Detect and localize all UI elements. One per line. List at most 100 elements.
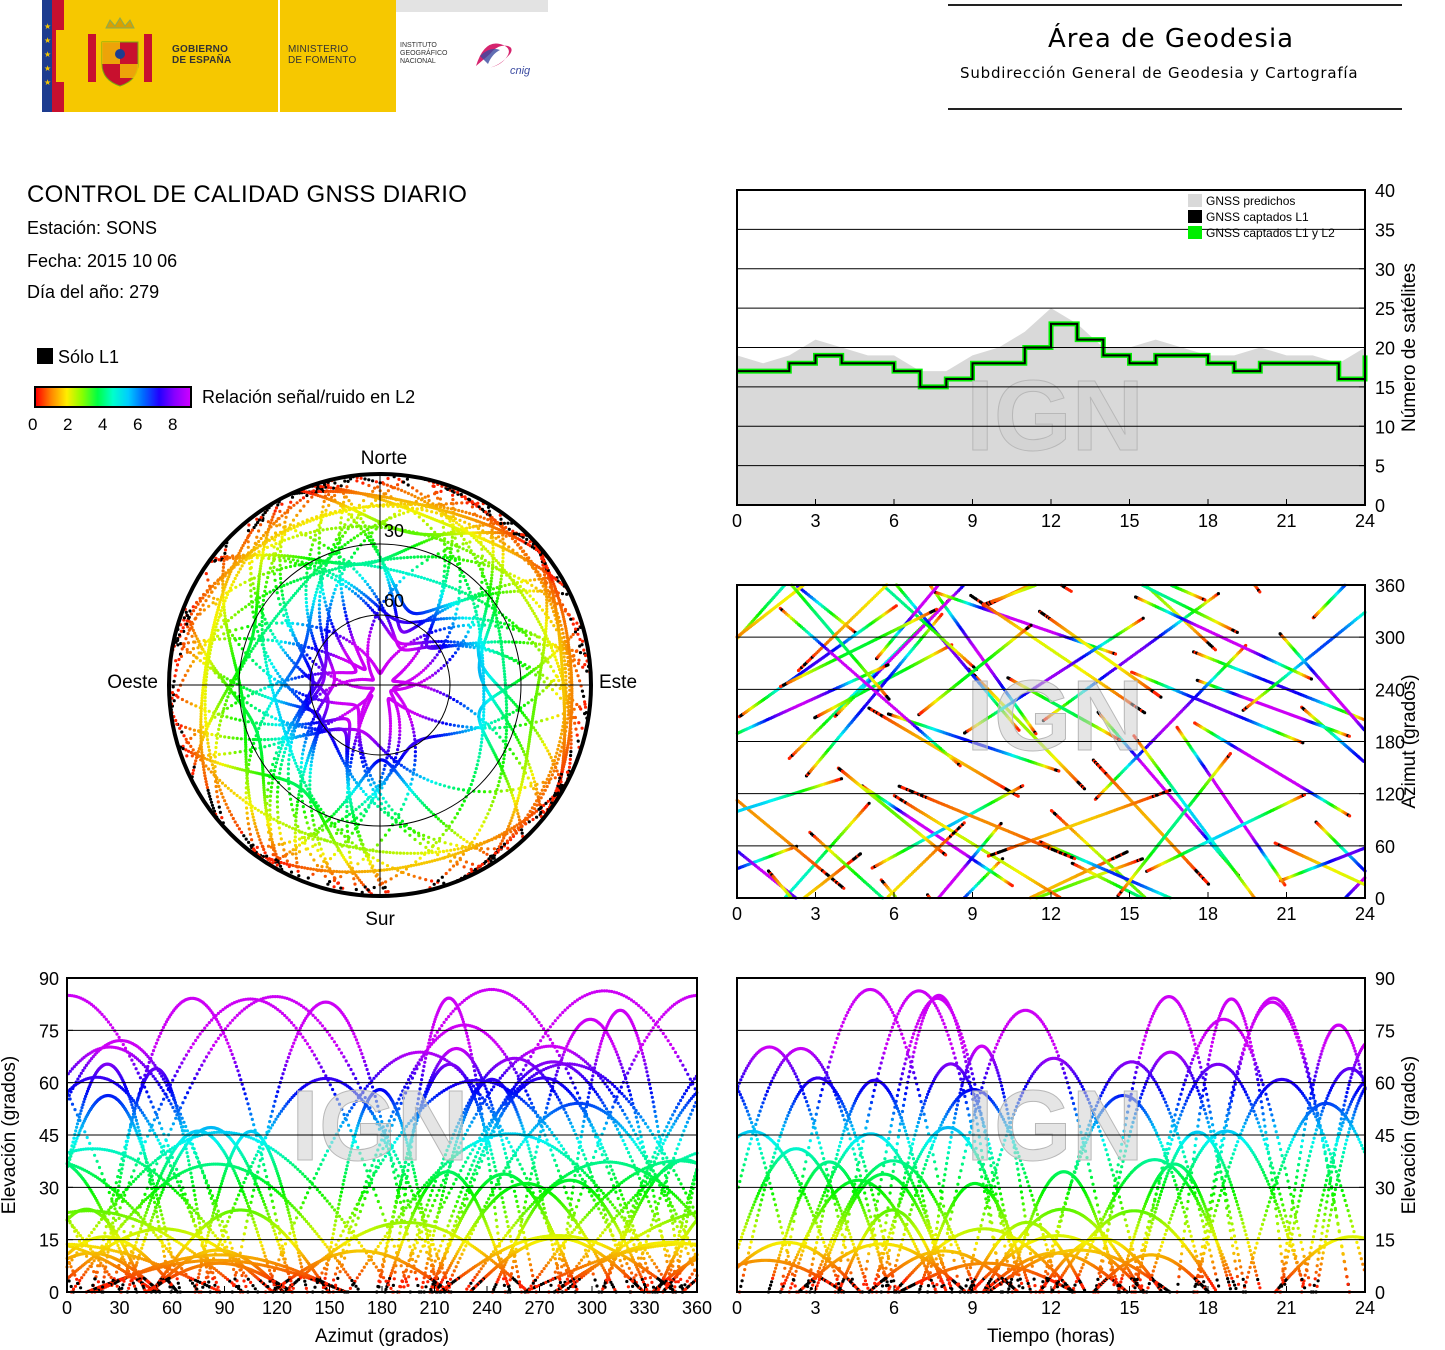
skyplot-point — [287, 537, 291, 541]
skyplot-point — [396, 748, 400, 752]
skyplot-point — [359, 596, 363, 600]
skyplot-point — [339, 587, 343, 591]
skyplot-point — [398, 851, 402, 855]
skyplot-point — [413, 502, 417, 506]
skyplot-point — [448, 723, 452, 727]
skyplot-point — [185, 700, 189, 704]
skyplot-point — [307, 826, 311, 830]
skyplot-point — [299, 770, 303, 774]
skyplot-point — [524, 816, 528, 820]
skyplot-point — [232, 580, 236, 584]
skyplot-point — [465, 529, 469, 533]
skyplot-point — [311, 844, 315, 848]
skyplot-point — [385, 850, 389, 854]
skyplot-point — [430, 718, 434, 722]
skyplot-point — [583, 700, 587, 704]
skyplot-point — [545, 598, 549, 602]
skyplot-point — [276, 815, 280, 819]
skyplot-point — [297, 793, 301, 797]
skyplot-point — [572, 707, 576, 711]
skyplot-point — [202, 768, 206, 772]
skyplot-point — [307, 753, 311, 757]
skyplot-point — [452, 723, 456, 727]
skyplot-point — [250, 577, 254, 581]
skyplot-point — [573, 721, 577, 725]
skyplot-point — [401, 865, 405, 869]
skyplot-point — [355, 516, 359, 520]
skyplot-point — [255, 556, 259, 560]
skyplot-point — [518, 761, 522, 765]
skyplot-point — [511, 796, 515, 800]
skyplot-point — [245, 687, 249, 691]
skyplot-point — [427, 835, 431, 839]
skyplot-point — [444, 824, 448, 828]
skyplot-point — [276, 547, 280, 551]
skyplot-point — [207, 767, 211, 771]
skyplot-point — [362, 539, 366, 543]
skyplot-point — [372, 592, 376, 596]
skyplot-point — [388, 732, 392, 736]
skyplot-point — [473, 712, 477, 716]
skyplot-point — [405, 851, 409, 855]
skyplot-point — [246, 534, 250, 538]
skyplot-point — [526, 813, 530, 817]
skyplot-point — [309, 834, 314, 838]
skyplot-point — [347, 845, 351, 849]
skyplot-point — [381, 771, 385, 775]
skyplot-point — [286, 528, 290, 533]
skyplot-point — [277, 842, 281, 846]
skyplot-point — [541, 673, 545, 677]
skyplot-point — [330, 872, 334, 876]
skyplot-point — [445, 694, 449, 698]
skyplot-point — [558, 686, 562, 691]
skyplot-point — [397, 736, 401, 740]
skyplot-point — [530, 641, 534, 645]
skyplot-point — [254, 542, 258, 546]
skyplot-point — [198, 659, 202, 663]
skyplot-point — [277, 821, 281, 825]
skyplot-point — [335, 869, 339, 874]
skyplot-point — [310, 495, 314, 499]
skyplot-point — [541, 584, 545, 588]
skyplot-point — [465, 548, 469, 553]
skyplot-point — [287, 787, 291, 791]
skyplot-point — [247, 840, 251, 844]
skyplot-point — [287, 753, 291, 757]
area-subtitle: Subdirección General de Geodesia y Carto… — [960, 64, 1358, 82]
skyplot-point — [350, 841, 354, 845]
skyplot-point — [293, 723, 297, 727]
skyplot-point — [457, 508, 461, 513]
skyplot-point — [308, 535, 313, 540]
skyplot-point — [349, 633, 353, 637]
skyplot-point — [391, 597, 395, 601]
skyplot-point — [502, 527, 506, 531]
skyplot-point — [256, 808, 260, 812]
skyplot-point — [347, 581, 351, 585]
l1-only-label: Sólo L1 — [58, 347, 119, 368]
skyplot-point — [282, 861, 286, 865]
skyplot-point — [428, 640, 432, 644]
skyplot-point — [315, 528, 319, 532]
skyplot-point — [224, 596, 228, 600]
skyplot-point — [484, 860, 488, 864]
skyplot-point — [355, 587, 359, 591]
skyplot-point — [315, 487, 319, 491]
skyplot-point — [541, 643, 546, 647]
skyplot-point — [511, 752, 515, 756]
skyplot-point — [209, 755, 213, 760]
skyplot-point — [467, 728, 471, 732]
skyplot-point — [325, 625, 329, 629]
skyplot-point — [429, 810, 433, 814]
skyplot-point — [300, 836, 304, 840]
skyplot-point — [267, 781, 271, 785]
skyplot-point — [344, 580, 348, 584]
skyplot-point — [550, 688, 555, 692]
skyplot-point — [507, 640, 511, 644]
skyplot-point — [309, 852, 313, 856]
skyplot-point — [438, 782, 442, 787]
skyplot-point — [358, 573, 362, 577]
skyplot-point — [516, 738, 520, 742]
skyplot-point — [346, 840, 350, 844]
skyplot-point — [512, 589, 516, 593]
skyplot-point — [247, 523, 251, 527]
